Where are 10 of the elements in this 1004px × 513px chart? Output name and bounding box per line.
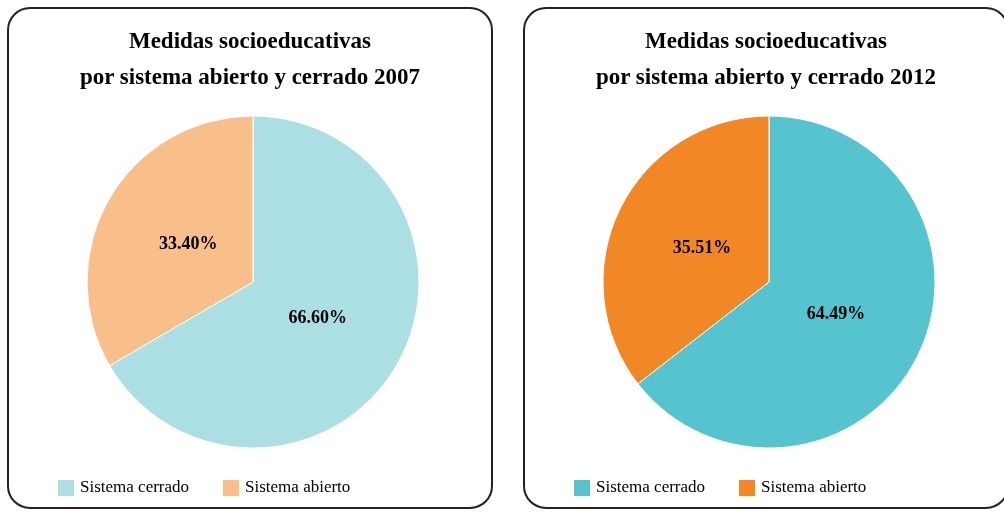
data-label: 64.49%: [806, 302, 866, 323]
legend-label: Sistema cerrado: [80, 476, 190, 496]
legend-label: Sistema abierto: [245, 476, 351, 496]
chart-title: Medidas socioeducativas por sistema abierto y cerrado 2007: [79, 28, 421, 89]
legend-label: Sistema cerrado: [596, 476, 706, 496]
chart-title: Medidas socioeducativas por sistema abierto y cerrado 2012: [595, 28, 937, 89]
data-label: 35.51%: [672, 237, 732, 258]
legend-label: Sistema abierto: [761, 476, 867, 496]
data-label: 66.60%: [288, 307, 348, 328]
data-label: 33.40%: [158, 232, 218, 253]
